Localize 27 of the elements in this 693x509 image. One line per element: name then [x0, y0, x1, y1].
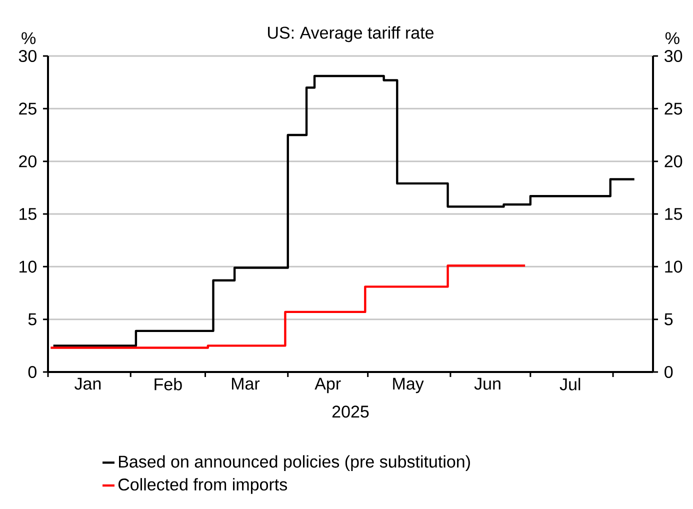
y-tick-label: 25 — [19, 102, 36, 115]
y-axis-title: % — [22, 32, 36, 44]
y2-tick-label: 25 — [664, 102, 682, 115]
x-tick-label: Mar — [232, 378, 260, 390]
x-tick-label: Apr — [314, 378, 341, 394]
y-tick-label: 0 — [28, 366, 36, 378]
legend-label: Collected from imports — [118, 478, 288, 494]
y2-tick-label: 0 — [664, 366, 673, 378]
x-tick-label: Jan — [74, 378, 101, 390]
y-tick-label: 20 — [19, 155, 36, 168]
y-tick-label: 10 — [20, 260, 36, 273]
x-tick-label: Feb — [154, 378, 182, 390]
y2-tick-label: 10 — [665, 260, 682, 273]
y-tick-label: 30 — [18, 50, 36, 62]
y2-tick-label: 15 — [665, 208, 682, 220]
x-tick-label: Jul — [560, 378, 580, 390]
x-tick-label: May — [393, 378, 424, 394]
y2-tick-label: 5 — [664, 313, 673, 326]
y2-tick-label: 20 — [664, 155, 682, 168]
y-tick-label: 5 — [28, 313, 36, 326]
y2-tick-label: 30 — [664, 50, 682, 62]
x-axis-title: 2025 — [332, 406, 369, 418]
y2-axis-title: % — [665, 32, 680, 44]
chart-title: US: Average tariff rate — [268, 26, 434, 42]
y-tick-label: 15 — [20, 208, 36, 220]
legend-label: Based on announced policies (pre substitution) — [119, 455, 470, 472]
x-tick-label: Jun — [474, 378, 500, 390]
